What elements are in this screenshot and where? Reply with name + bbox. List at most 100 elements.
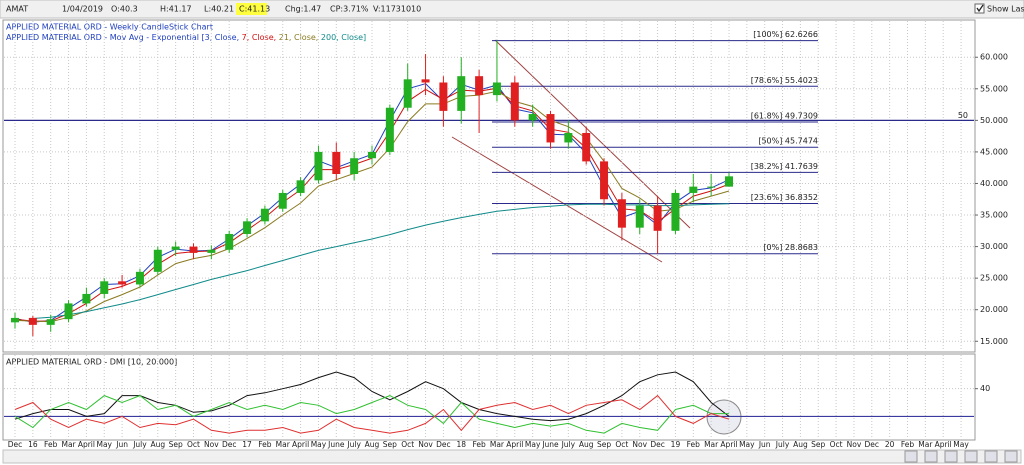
x-tick-label: Mar	[704, 440, 719, 449]
x-tick-label: Feb	[258, 440, 272, 449]
subtitle-part: 7, Close,	[242, 33, 279, 42]
subtitle-part: 21, Close,	[279, 33, 321, 42]
x-tick-label: Dec	[8, 440, 23, 449]
candle-body	[118, 281, 127, 285]
scroll-button[interactable]	[964, 450, 978, 463]
scroll-button[interactable]	[904, 450, 918, 463]
x-tick-label: Sep	[383, 440, 397, 449]
x-tick-label: 16	[28, 440, 38, 449]
x-tick-label: June	[541, 440, 559, 449]
subtitle-part: APPLIED MATERIAL ORD - Mov Avg - Exponen…	[6, 33, 242, 42]
candle-body	[100, 281, 109, 294]
dmi-panel	[2, 353, 976, 441]
candle-body	[153, 249, 162, 272]
x-tick-label: Jun	[115, 440, 128, 449]
date: 1/04/2019	[62, 5, 103, 14]
y-tick-label: 50.000	[980, 116, 1008, 125]
candle-body	[171, 246, 180, 250]
candle-body	[600, 161, 609, 200]
x-tick-label: Feb	[472, 440, 486, 449]
candle-body	[207, 249, 216, 253]
x-tick-label: Mar	[276, 440, 291, 449]
y-tick-label: 35.000	[980, 211, 1008, 220]
y-tick-label: 25.000	[980, 274, 1008, 283]
candle-body	[439, 82, 448, 111]
x-tick-label: Feb	[901, 440, 915, 449]
x-tick-label: May	[96, 440, 112, 449]
dmi-line	[14, 395, 729, 434]
candle-body	[403, 79, 412, 108]
x-tick-label: May	[525, 440, 541, 449]
chart-title: APPLIED MATERIAL ORD - Weekly CandleStic…	[6, 23, 213, 32]
subtitle-part: 200, Close]	[321, 33, 366, 42]
candle-body	[314, 151, 323, 181]
candle-body	[46, 319, 55, 325]
candle-body	[564, 132, 573, 143]
fib-label: [100%] 62.6266	[753, 30, 818, 39]
x-tick-label: Oct	[615, 440, 628, 449]
close: C:41.13	[239, 5, 270, 14]
y-tick-label: 20.000	[980, 305, 1008, 314]
change-pct: CP:3.71%	[330, 5, 369, 14]
x-tick-label: July	[346, 440, 361, 449]
scroll-button[interactable]	[1004, 450, 1018, 463]
chart-subtitle: APPLIED MATERIAL ORD - Mov Avg - Exponen…	[6, 33, 366, 42]
x-tick-label: 17	[242, 440, 252, 449]
x-tick-label: May	[311, 440, 327, 449]
x-tick-label: April	[935, 440, 952, 449]
x-tick-label: July	[132, 440, 147, 449]
dmi-line	[14, 394, 730, 434]
fib-label: [23.6%] 36.8352	[751, 193, 818, 202]
candle-body	[189, 246, 198, 253]
x-tick-label: July	[561, 440, 576, 449]
candle-body	[475, 76, 484, 96]
x-tick-label: Nov	[847, 440, 862, 449]
x-tick-label: 18	[456, 440, 466, 449]
y-tick-label: 40	[980, 384, 990, 393]
x-tick-label: Feb	[687, 440, 701, 449]
candle-body	[332, 151, 341, 175]
x-tick-label: May	[953, 440, 969, 449]
x-tick-label: Nov	[418, 440, 433, 449]
y-tick-label: 45.000	[980, 147, 1008, 156]
x-tick-label: May	[739, 440, 755, 449]
candle-body	[492, 82, 501, 96]
x-tick-label: July	[775, 440, 790, 449]
moving-average	[14, 90, 730, 323]
change: Chg:1.47	[285, 5, 321, 14]
symbol: AMAT	[6, 5, 28, 14]
zoom-button[interactable]	[944, 450, 958, 463]
x-tick-label: Dec	[650, 440, 665, 449]
candle-body	[617, 199, 626, 228]
candle-body	[278, 192, 287, 209]
x-tick-label: Mar	[490, 440, 505, 449]
open: O:40.3	[111, 5, 138, 14]
candle-body	[385, 107, 394, 152]
x-tick-label: Dec	[436, 440, 451, 449]
show-last-label[interactable]: Show Last	[987, 5, 1024, 14]
candle-body	[421, 79, 430, 83]
y-tick-label: 55.000	[980, 84, 1008, 93]
x-tick-label: April	[506, 440, 523, 449]
x-tick-label: Oct	[830, 440, 843, 449]
x-tick-label: Aug	[150, 440, 165, 449]
dmi-title: APPLIED MATERIAL ORD - DMI [10, 20.000]	[6, 358, 177, 367]
x-tick-label: Oct	[401, 440, 414, 449]
x-tick-label: Sep	[597, 440, 611, 449]
scrollbar[interactable]	[2, 449, 1022, 464]
scroll-button[interactable]	[984, 450, 998, 463]
high: H:41.17	[160, 5, 192, 14]
check-mark	[976, 4, 984, 13]
candle-body	[243, 221, 252, 234]
close-highlight	[236, 3, 267, 15]
zoom-button[interactable]	[924, 450, 938, 463]
x-tick-label: Mar	[918, 440, 933, 449]
show-last-checkbox[interactable]	[974, 3, 985, 14]
candle-body	[457, 76, 466, 111]
candle-body	[11, 317, 19, 323]
candle-body	[260, 208, 269, 222]
x-tick-label: Aug	[793, 440, 808, 449]
candle-body	[582, 132, 591, 162]
candle-body	[296, 180, 305, 193]
